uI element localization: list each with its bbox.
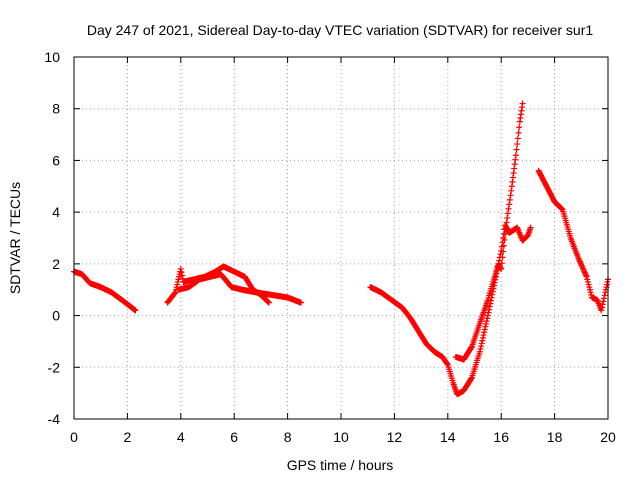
x-tick-label: 4	[177, 429, 185, 445]
data-point	[497, 264, 504, 271]
data-point	[527, 224, 534, 231]
chart-title: Day 247 of 2021, Sidereal Day-to-day VTE…	[87, 22, 593, 38]
data-point	[501, 236, 508, 243]
y-tick-label: 4	[52, 204, 60, 220]
data-point	[504, 214, 511, 221]
y-axis-label: SDTVAR / TECUs	[7, 182, 23, 294]
data-point	[577, 259, 584, 266]
data-point	[508, 187, 515, 194]
x-tick-label: 0	[70, 429, 78, 445]
data-point	[265, 298, 272, 305]
data-point	[476, 348, 483, 355]
data-point	[265, 299, 272, 306]
data-point	[582, 271, 589, 278]
data-point	[583, 272, 590, 279]
data-point	[468, 344, 475, 351]
data-point	[506, 201, 513, 208]
data-point	[600, 295, 607, 302]
data-point	[484, 315, 491, 322]
data-point	[507, 192, 514, 199]
x-tick-label: 20	[600, 429, 616, 445]
data-point	[515, 129, 522, 136]
data-point	[444, 360, 451, 367]
x-tick-label: 8	[284, 429, 292, 445]
data-point	[516, 124, 523, 131]
data-point	[579, 265, 586, 272]
y-tick-label: 8	[52, 101, 60, 117]
data-point	[478, 340, 485, 347]
data-point	[498, 260, 505, 267]
x-tick-label: 18	[547, 429, 563, 445]
data-point	[479, 334, 486, 341]
data-point	[498, 266, 505, 273]
data-point	[171, 290, 178, 297]
y-tick-label: -4	[48, 411, 61, 427]
data-point	[179, 272, 186, 279]
x-tick-label: 12	[387, 429, 403, 445]
data-point	[500, 248, 507, 255]
data-point	[598, 304, 605, 311]
data-point	[502, 231, 509, 238]
data-point	[599, 301, 606, 308]
x-tick-label: 10	[333, 429, 349, 445]
data-point	[514, 141, 521, 148]
y-tick-label: 10	[44, 49, 60, 65]
data-point	[601, 292, 608, 299]
axis-ticks: 0 2 4 6 8 10 12 14 16 18 20 -4 -2 0 2 4 6 8 10	[44, 49, 616, 445]
data-point	[578, 262, 585, 269]
data-points	[71, 100, 611, 398]
x-tick-label: 16	[493, 429, 509, 445]
data-point	[506, 196, 513, 203]
data-point	[576, 258, 583, 265]
x-tick-label: 6	[230, 429, 238, 445]
plot-frame	[73, 56, 609, 420]
data-point	[177, 266, 184, 273]
data-point	[483, 318, 490, 325]
data-point	[504, 210, 511, 217]
data-point	[598, 307, 605, 314]
data-point	[480, 332, 487, 339]
data-point	[178, 269, 185, 276]
data-point	[575, 255, 582, 262]
data-point	[578, 261, 585, 268]
data-point	[581, 268, 588, 275]
y-tick-label: -2	[48, 359, 61, 375]
data-point	[132, 307, 139, 314]
data-point	[580, 266, 587, 273]
data-point	[468, 375, 475, 382]
data-point	[503, 219, 510, 226]
data-point	[500, 242, 507, 249]
data-point	[512, 152, 519, 159]
data-point	[514, 135, 521, 142]
y-tick-label: 2	[52, 256, 60, 272]
data-point	[579, 264, 586, 271]
x-axis-label: GPS time / hours	[287, 457, 394, 473]
x-tick-label: 2	[124, 429, 132, 445]
data-point	[513, 146, 520, 153]
y-tick-label: 6	[52, 152, 60, 168]
data-point	[484, 312, 491, 319]
data-point	[481, 329, 488, 336]
data-point	[600, 298, 607, 305]
data-point	[297, 299, 304, 306]
data-point	[502, 225, 509, 232]
data-point	[505, 205, 512, 212]
data-point	[478, 343, 485, 350]
x-tick-label: 14	[440, 429, 456, 445]
data-point	[581, 269, 588, 276]
data-point	[481, 326, 488, 333]
data-point	[479, 337, 486, 344]
y-tick-label: 0	[52, 308, 60, 324]
data-point	[264, 298, 271, 305]
data-point	[519, 100, 526, 107]
data-point	[482, 323, 489, 330]
data-point	[576, 257, 583, 264]
data-point	[477, 345, 484, 352]
data-point	[483, 320, 490, 327]
data-point	[499, 254, 506, 261]
